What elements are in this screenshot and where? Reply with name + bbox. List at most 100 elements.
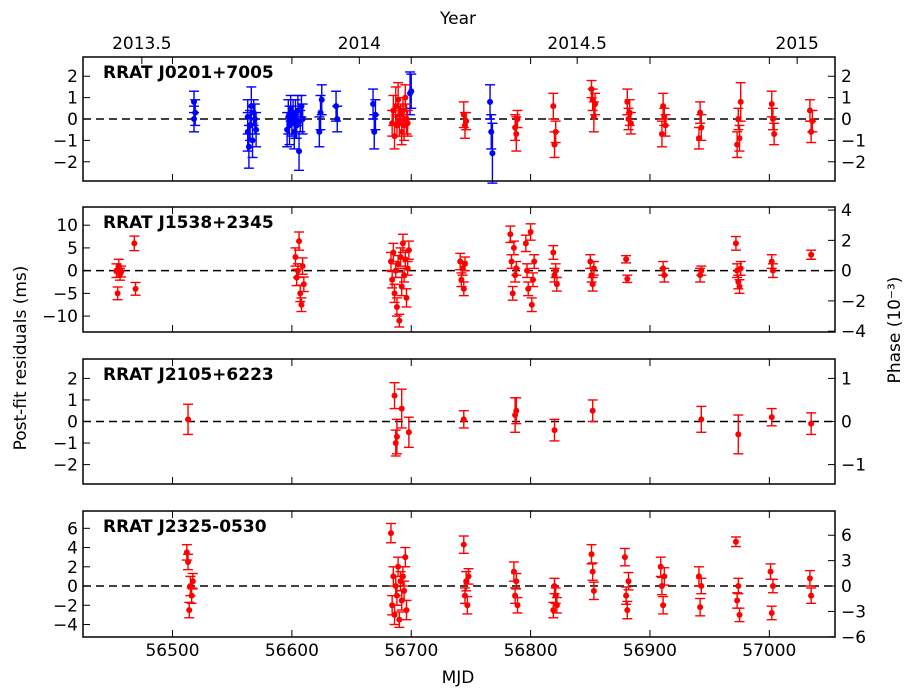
data-point (589, 407, 596, 414)
data-point (393, 304, 400, 310)
y-tick-label: −1 (53, 131, 78, 151)
data-point (698, 583, 705, 590)
data-point (404, 120, 411, 127)
y-tick-label: −5 (53, 284, 78, 304)
y-tick-label: 10 (56, 216, 78, 236)
data-point (404, 265, 411, 272)
right-tick-label: 1 (841, 369, 852, 389)
data-point (463, 118, 470, 125)
data-point (624, 275, 631, 282)
y-tick-label: 0 (67, 262, 78, 282)
data-point (525, 285, 532, 292)
data-point (398, 283, 405, 290)
y-tick-label: 2 (67, 558, 78, 578)
data-point (769, 267, 776, 274)
data-point (487, 98, 494, 105)
y-tick-label: −1 (53, 434, 78, 454)
data-point (334, 116, 341, 122)
data-point (550, 103, 557, 110)
data-point (530, 276, 537, 283)
data-point (510, 244, 517, 251)
data-point (399, 240, 406, 247)
data-point (387, 530, 394, 537)
panel-title: RRAT J2325-0530 (103, 517, 267, 537)
y-tick-label: −2 (53, 153, 78, 173)
y-tick-label: 5 (67, 239, 78, 259)
data-point (299, 263, 306, 270)
data-point (465, 573, 472, 580)
data-point (698, 124, 705, 131)
data-point (399, 573, 406, 580)
data-point (732, 240, 739, 247)
data-point (403, 294, 410, 301)
data-point (771, 130, 778, 137)
y-tick-label: 1 (67, 89, 78, 109)
data-point (806, 575, 813, 582)
x-tick-label: 56500 (145, 641, 199, 661)
data-point (625, 578, 632, 585)
data-point (391, 392, 398, 399)
data-point (299, 116, 306, 122)
data-point (296, 238, 303, 245)
data-point (734, 141, 741, 148)
data-point (736, 611, 743, 618)
data-point (592, 101, 599, 108)
y-tick-label: 2 (67, 67, 78, 87)
data-point (768, 101, 775, 108)
data-point (389, 276, 396, 283)
data-point (408, 88, 415, 95)
data-point (131, 240, 138, 247)
data-point (253, 126, 260, 133)
right-tick-label: 0 (841, 110, 852, 130)
y-tick-label: −4 (53, 615, 78, 635)
data-point (698, 267, 705, 274)
data-point (192, 109, 199, 116)
data-point (185, 416, 192, 423)
right-tick-label: 3 (841, 552, 852, 572)
data-point (393, 433, 400, 440)
y-tick-label: 4 (67, 539, 78, 559)
data-point (737, 265, 744, 272)
panel-title: RRAT J2105+6223 (103, 365, 274, 385)
data-point (661, 272, 668, 279)
y-tick-label: 1 (67, 391, 78, 411)
data-point (768, 258, 775, 265)
data-point (392, 440, 399, 447)
data-point (550, 607, 557, 614)
data-point (132, 285, 139, 292)
panel-title: RRAT J0201+7005 (103, 63, 274, 83)
data-point (118, 268, 125, 275)
y-tick-label: −2 (53, 596, 78, 616)
data-point (735, 583, 742, 590)
data-point (396, 616, 403, 623)
data-point (463, 578, 470, 585)
data-point (298, 301, 305, 308)
data-point (769, 583, 776, 590)
data-point (590, 587, 597, 594)
data-point (461, 260, 468, 267)
right-tick-label: −2 (841, 292, 866, 312)
data-point (769, 116, 776, 122)
right-tick-label: 2 (841, 231, 852, 251)
data-point (390, 249, 397, 256)
data-point (657, 563, 664, 570)
data-point (391, 290, 398, 297)
data-point (662, 122, 669, 129)
data-point (488, 128, 495, 135)
data-point (186, 607, 193, 614)
right-tick-label: −6 (841, 628, 866, 648)
left-axis-title: Post-fit residuals (ms) (11, 266, 31, 451)
data-point (398, 405, 405, 412)
data-point (507, 231, 514, 238)
data-point (393, 592, 400, 599)
data-point (391, 611, 398, 618)
plot-frame (82, 510, 836, 638)
data-point (552, 128, 559, 135)
data-point (737, 98, 744, 105)
data-point (767, 568, 774, 575)
data-point (513, 407, 520, 414)
data-point (489, 150, 496, 157)
